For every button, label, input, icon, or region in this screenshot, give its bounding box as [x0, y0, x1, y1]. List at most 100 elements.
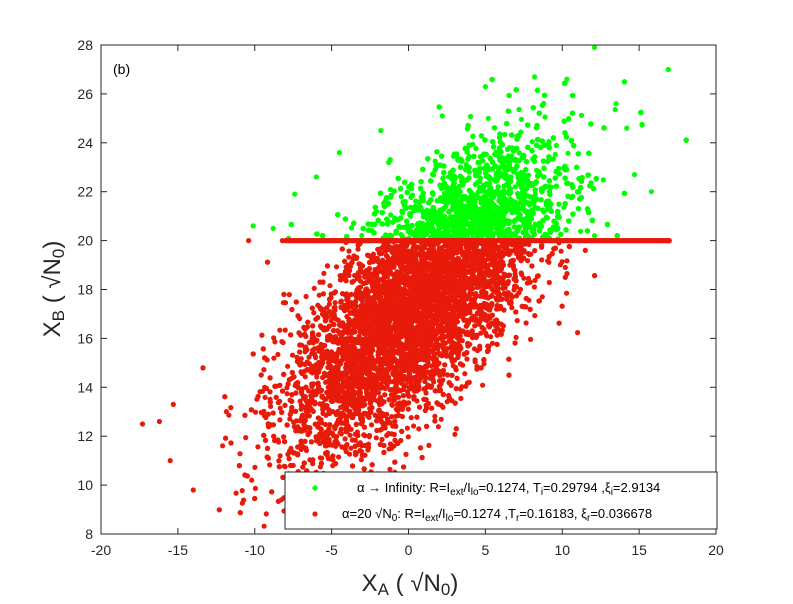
green-point: [495, 184, 501, 190]
green-point: [418, 185, 424, 191]
green-point: [379, 221, 385, 227]
green-point: [550, 156, 556, 162]
green-point: [532, 187, 538, 193]
green-point: [489, 76, 495, 83]
green-point: [523, 167, 529, 173]
green-point: [409, 181, 415, 187]
green-point: [490, 210, 496, 216]
green-point: [465, 122, 471, 129]
green-point: [570, 92, 576, 99]
green-point: [505, 108, 511, 114]
green-point: [590, 185, 597, 192]
green-point: [433, 216, 439, 223]
green-point: [538, 197, 544, 203]
green-point: [575, 206, 582, 212]
green-point: [428, 178, 434, 184]
green-point: [591, 45, 598, 50]
green-point: [466, 142, 472, 148]
green-point: [665, 66, 671, 73]
green-point: [455, 205, 461, 212]
green-point: [440, 175, 446, 181]
green-point: [542, 114, 548, 120]
green-point: [518, 116, 525, 122]
green-point: [525, 144, 531, 150]
green-point: [631, 172, 638, 178]
green-point: [336, 150, 342, 156]
green-point: [499, 142, 505, 148]
green-point: [404, 189, 410, 196]
green-point: [472, 167, 478, 173]
green-point: [504, 227, 510, 233]
green-point: [470, 133, 476, 139]
green-point: [372, 204, 378, 210]
green-point: [525, 122, 531, 128]
green-point: [569, 110, 576, 116]
green-point: [457, 224, 463, 230]
green-point: [387, 157, 393, 163]
green-point: [432, 167, 438, 173]
green-point: [500, 232, 506, 238]
green-point: [404, 218, 410, 224]
green-point: [511, 231, 517, 237]
green-point: [511, 156, 517, 162]
green-point: [463, 162, 469, 168]
green-point: [578, 228, 584, 234]
green-point: [570, 193, 576, 199]
green-point: [457, 213, 463, 219]
green-point: [288, 221, 294, 228]
green-point: [553, 183, 559, 189]
green-point: [459, 194, 466, 200]
green-point: [407, 211, 414, 217]
green-point: [543, 183, 549, 190]
green-point: [683, 137, 689, 143]
green-point: [440, 195, 446, 202]
green-point: [493, 225, 499, 231]
green-point: [586, 150, 592, 156]
green-point: [366, 227, 372, 233]
green-point: [398, 194, 404, 200]
green-point: [546, 189, 553, 195]
green-point: [502, 189, 508, 196]
green-point: [519, 195, 525, 201]
green-point: [515, 191, 521, 197]
green-point: [335, 212, 341, 218]
green-point: [497, 206, 503, 212]
green-point: [531, 228, 537, 234]
green-point: [565, 193, 571, 199]
green-point: [492, 221, 498, 227]
green-point: [382, 203, 388, 209]
green-point: [489, 166, 495, 172]
green-point: [371, 230, 377, 236]
green-point: [451, 214, 457, 220]
green-point: [468, 207, 474, 213]
green-point: [388, 192, 394, 199]
green-point: [399, 210, 406, 216]
green-point: [511, 169, 517, 175]
green-point: [555, 208, 561, 215]
green-point: [502, 171, 508, 177]
green-point: [491, 202, 497, 208]
green-point: [403, 205, 409, 211]
green-point: [520, 201, 526, 208]
green-point: [387, 232, 393, 238]
green-point: [533, 125, 540, 131]
green-point: [483, 227, 489, 233]
green-point: [418, 179, 424, 185]
green-point: [402, 179, 408, 185]
green-point: [388, 212, 394, 218]
green-point: [556, 165, 562, 172]
green-point: [490, 139, 496, 145]
green-point: [360, 225, 366, 232]
green-point: [429, 221, 435, 227]
green-point: [449, 186, 455, 192]
green-point: [556, 214, 562, 220]
green-point: [566, 116, 572, 122]
green-point: [466, 222, 472, 228]
green-point: [458, 201, 464, 207]
green-point: [498, 218, 504, 224]
green-point: [460, 180, 466, 187]
green-point: [422, 226, 428, 233]
green-point: [455, 191, 461, 197]
green-point: [459, 158, 465, 164]
green-point: [454, 151, 460, 157]
